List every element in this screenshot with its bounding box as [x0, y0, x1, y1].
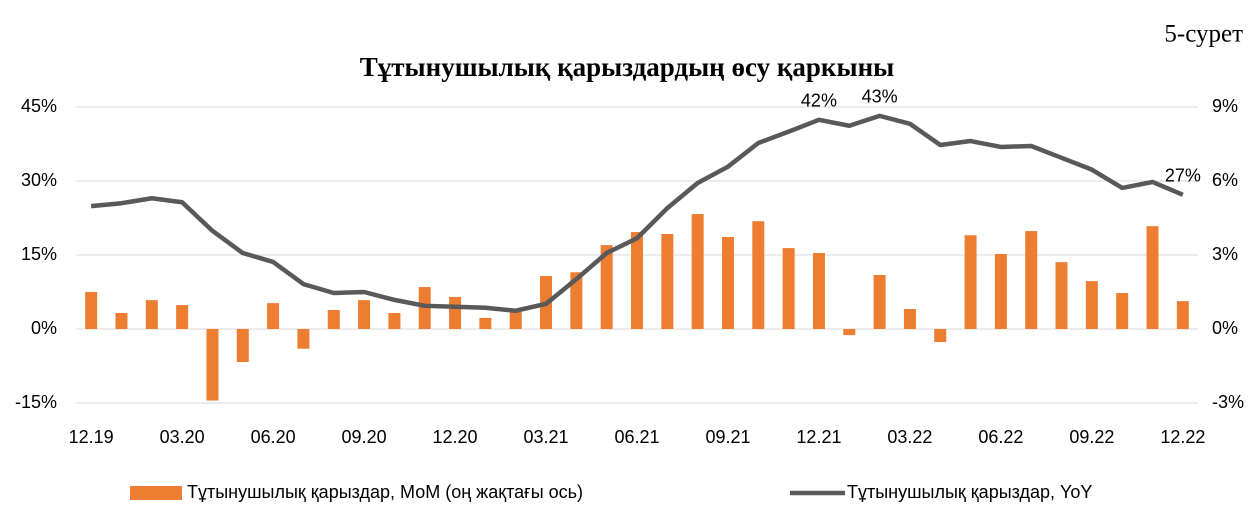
y2-tick-label: -3%: [1212, 392, 1244, 412]
x-tick-label: 03.20: [160, 427, 205, 447]
data-label: 42%: [801, 91, 837, 111]
x-tick-label: 09.20: [342, 427, 387, 447]
data-label: 27%: [1165, 166, 1201, 186]
y-tick-label: 30%: [21, 170, 57, 190]
bar: [812, 253, 825, 329]
bar: [145, 300, 158, 329]
legend-swatch: [130, 486, 182, 500]
chart-title: Тұтынушылық қарыздардың өсу қаркыны: [360, 52, 894, 82]
bar: [752, 221, 765, 329]
bar: [1146, 226, 1159, 329]
bar: [115, 312, 128, 329]
data-label: 43%: [862, 87, 898, 107]
line: [90, 113, 1184, 313]
legend-label: Тұтынушылық қарыздар, YoY: [847, 482, 1092, 502]
x-tick-label: 12.22: [1160, 427, 1205, 447]
y-tick-label: 15%: [21, 244, 57, 264]
y-tick-label: 45%: [21, 96, 57, 116]
y-tick-label: -15%: [15, 392, 57, 412]
bar: [85, 292, 98, 329]
bar: [1176, 301, 1189, 329]
x-tick-label: 03.21: [524, 427, 569, 447]
bar: [691, 214, 704, 329]
bar: [964, 235, 977, 329]
bar: [1055, 262, 1068, 329]
x-tick-label: 03.22: [887, 427, 932, 447]
bar: [1116, 292, 1129, 329]
bar: [509, 311, 522, 329]
y2-tick-label: 6%: [1212, 170, 1238, 190]
y2-tick-label: 0%: [1212, 318, 1238, 338]
x-tick-label: 06.20: [251, 427, 296, 447]
bar: [176, 305, 189, 329]
bar: [1025, 231, 1038, 329]
y-tick-label: 0%: [31, 318, 57, 338]
bar: [297, 329, 310, 349]
bar: [843, 329, 856, 336]
bar: [327, 310, 340, 329]
bar: [631, 232, 643, 329]
figure-label: 5-сурет: [1164, 21, 1243, 48]
x-tick-label: 12.20: [433, 427, 478, 447]
bar: [206, 329, 219, 401]
bar: [934, 329, 947, 343]
bar: [479, 317, 492, 329]
x-tick-label: 06.22: [978, 427, 1023, 447]
x-tick-label: 06.21: [614, 427, 659, 447]
legend-label: Тұтынушылық қарыздар, МоМ (оң жақтағы ос…: [187, 482, 583, 502]
bar: [903, 309, 916, 329]
bar: [873, 274, 886, 329]
x-tick-label: 12.19: [69, 427, 114, 447]
bar: [267, 303, 280, 329]
x-tick-label: 12.21: [796, 427, 841, 447]
y2-tick-label: 3%: [1212, 244, 1238, 264]
bar: [994, 254, 1007, 329]
bar: [1085, 281, 1098, 329]
x-tick-label: 09.22: [1069, 427, 1114, 447]
bar: [358, 300, 371, 329]
y2-tick-label: 9%: [1212, 96, 1238, 116]
bar: [721, 236, 734, 329]
bar: [782, 248, 795, 329]
x-tick-label: 09.21: [705, 427, 750, 447]
bar: [661, 234, 674, 329]
bar: [570, 272, 583, 329]
bar: [449, 296, 462, 329]
bar: [236, 329, 249, 363]
bar: [600, 245, 613, 329]
bar: [388, 312, 401, 329]
